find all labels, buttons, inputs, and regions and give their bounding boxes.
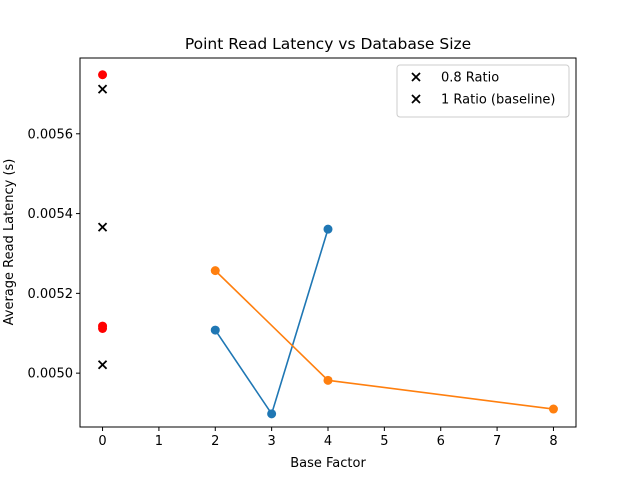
y-tick-label: 0.0052: [28, 287, 74, 302]
scatter-x-point: [97, 360, 108, 370]
x-tick-label: 8: [549, 434, 557, 449]
series-point-0: [210, 325, 220, 335]
x-axis: 0 1 2 3 4 5 6 7 8: [98, 427, 558, 449]
legend-marker: [411, 94, 421, 104]
scatter-x-point: [97, 222, 108, 232]
scatter-dot-point: [98, 323, 108, 333]
legend-label: 0.8 Ratio: [441, 71, 499, 86]
y-tick-label: 0.0056: [28, 127, 74, 142]
series-point-1: [323, 375, 333, 385]
y-axis-title: Average Read Latency (s): [2, 159, 17, 326]
x-tick-label: 6: [437, 434, 445, 449]
x-tick-label: 7: [493, 434, 501, 449]
x-tick-label: 0: [98, 434, 106, 449]
series-point-1: [210, 266, 220, 276]
x-tick-label: 5: [380, 434, 388, 449]
y-tick-label: 0.0050: [28, 367, 74, 382]
series-point-0: [323, 224, 333, 234]
series-point-1: [548, 404, 558, 414]
x-tick-label: 1: [155, 434, 163, 449]
scatter-dot-point: [98, 70, 108, 80]
x-tick-label: 2: [211, 434, 219, 449]
x-tick-label: 4: [324, 434, 332, 449]
plot-area: [97, 70, 558, 419]
x-tick-label: 3: [267, 434, 275, 449]
legend-box: [396, 64, 570, 118]
scatter-x-point: [97, 84, 108, 94]
legend-label: 1 Ratio (baseline): [441, 93, 556, 108]
series-point-0: [267, 409, 277, 419]
y-axis: 0.0050 0.0052 0.0054 0.0056: [28, 127, 80, 382]
y-tick-label: 0.0054: [28, 207, 74, 222]
x-axis-title: Base Factor: [290, 456, 366, 471]
legend: 0.8 Ratio 1 Ratio (baseline): [396, 64, 570, 118]
legend-marker: [411, 72, 421, 82]
chart-title: Point Read Latency vs Database Size: [185, 35, 471, 53]
